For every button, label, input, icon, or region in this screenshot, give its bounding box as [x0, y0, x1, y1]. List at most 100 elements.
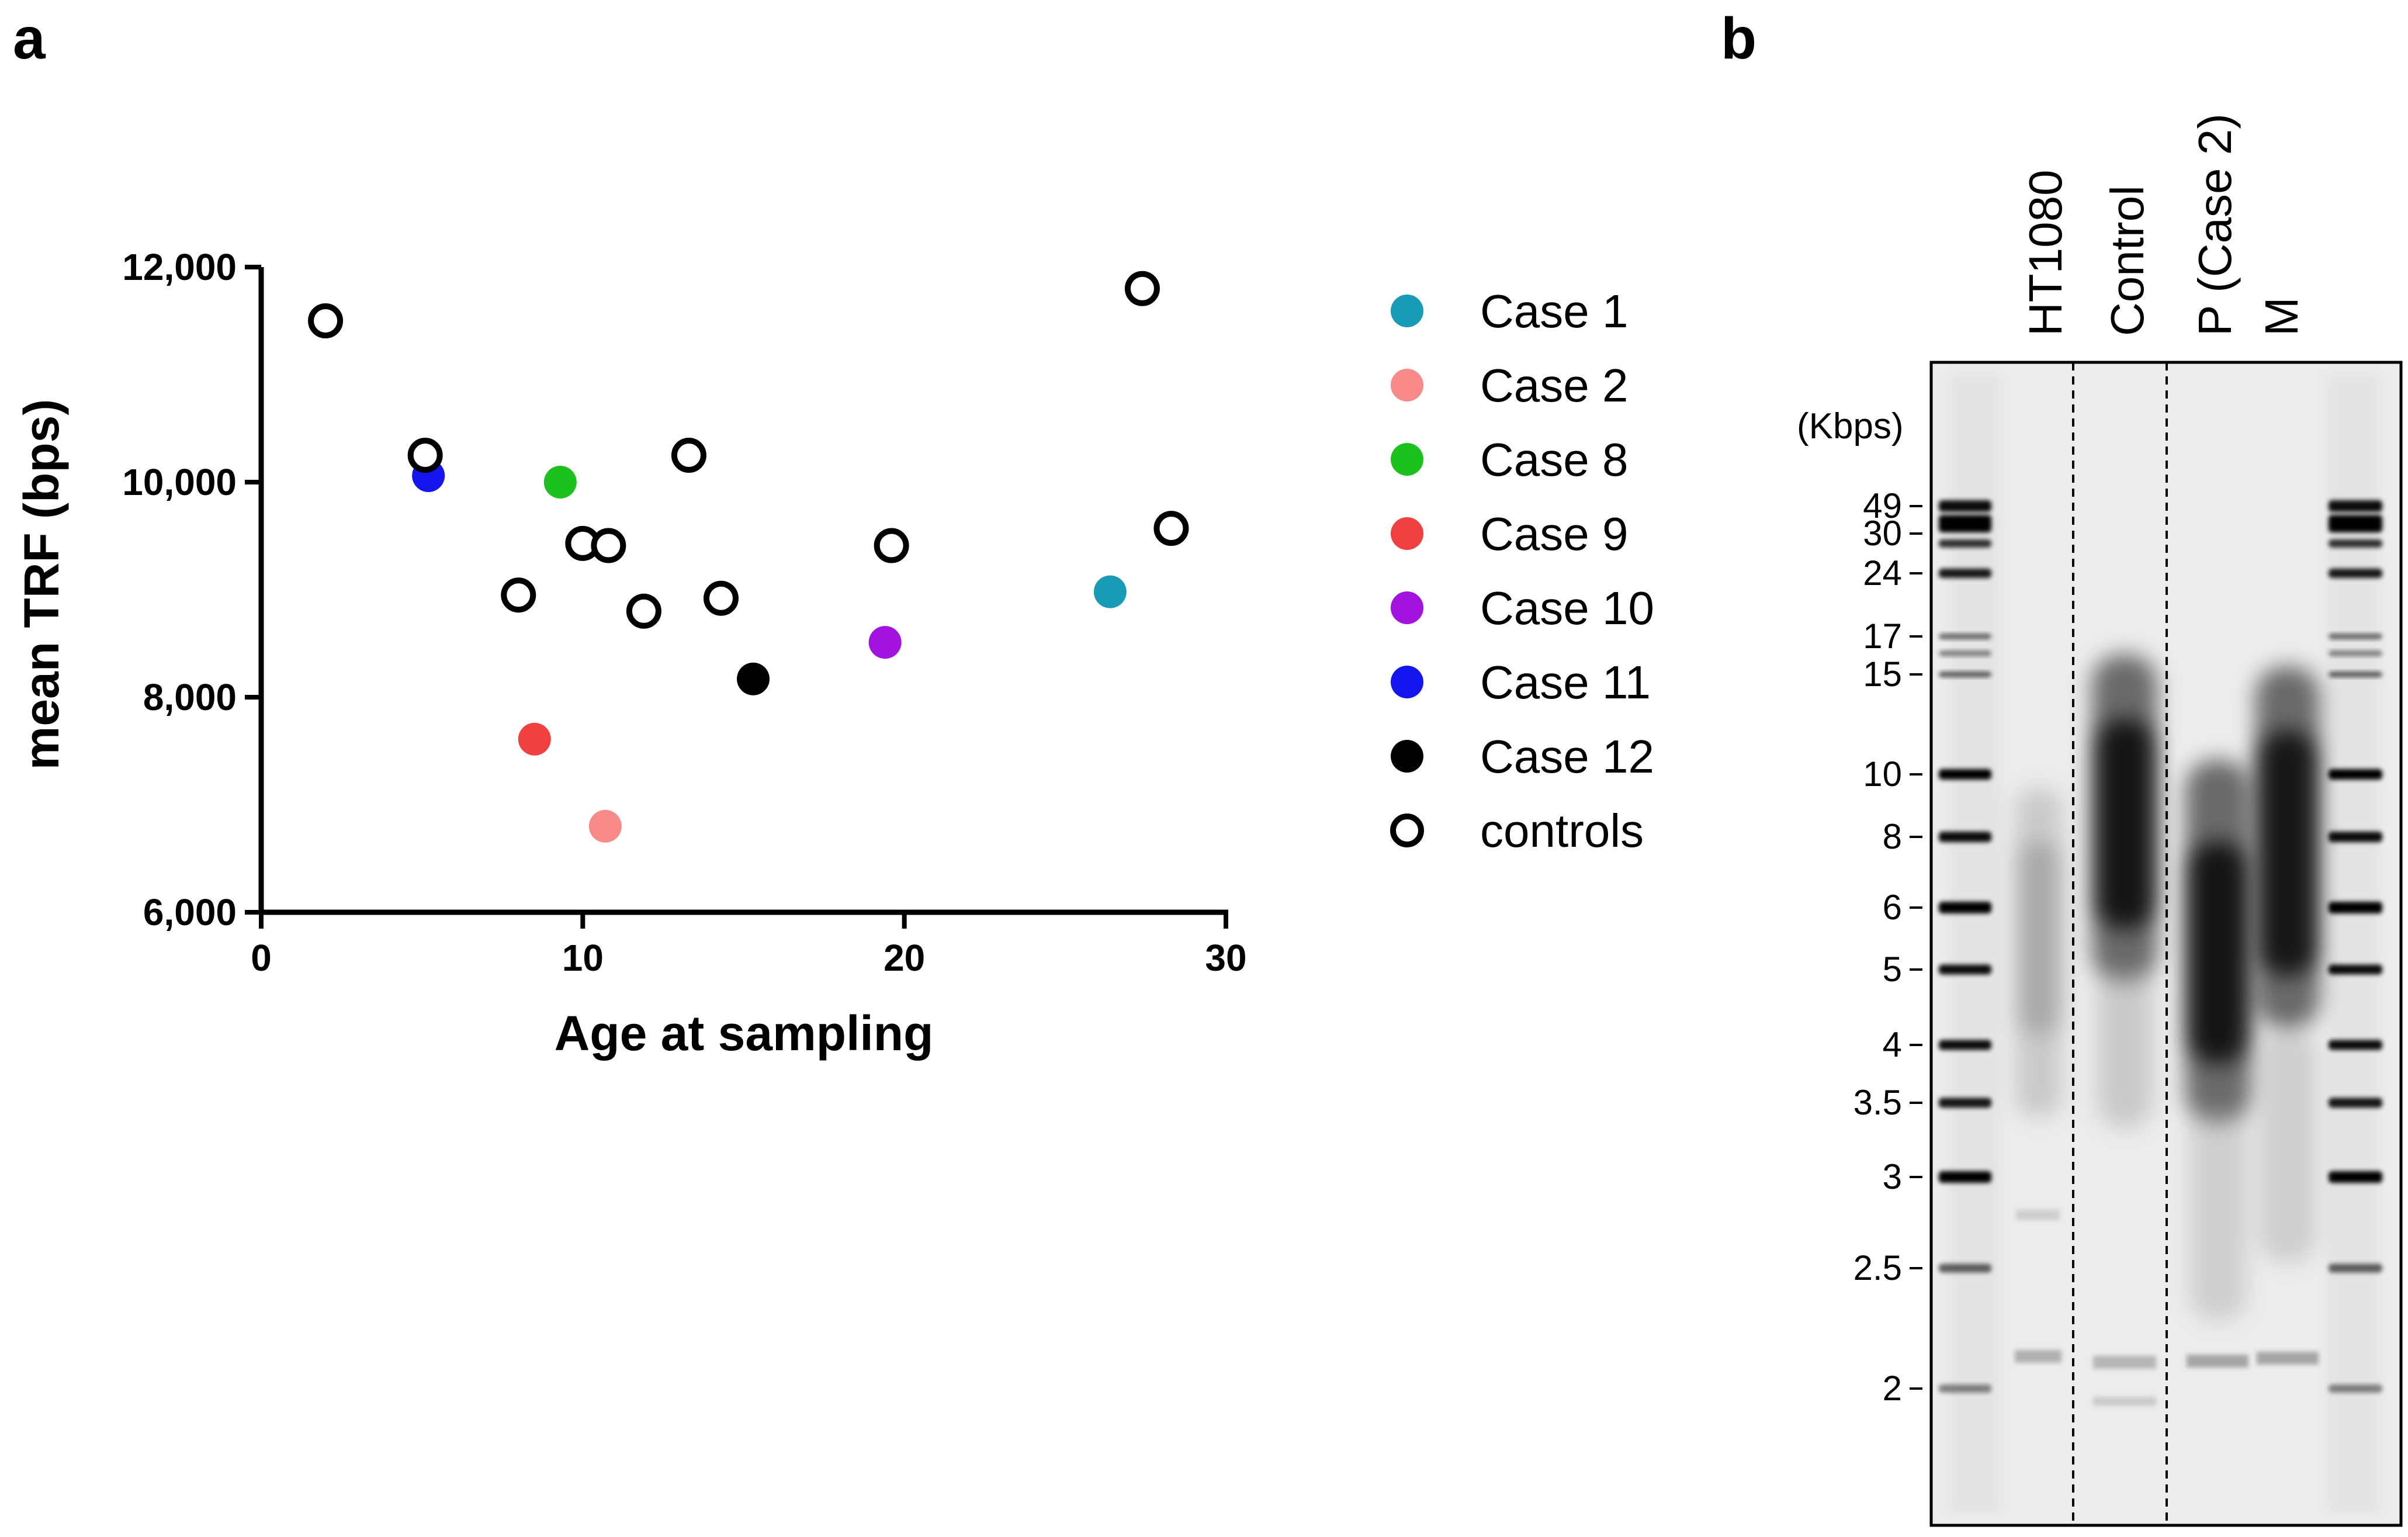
point-controls: [501, 577, 536, 613]
legend-label: Case 8: [1480, 434, 1628, 486]
ladder-left: [1939, 500, 1991, 1393]
size-tick-label: 3.5: [1853, 1083, 1902, 1122]
size-tick-label: 2.5: [1853, 1248, 1902, 1287]
ladder-band: [2329, 1263, 2382, 1273]
legend-marker: [1391, 591, 1423, 624]
size-unit-label: (Kbps): [1797, 406, 1904, 446]
ladder-band: [1939, 671, 1991, 677]
scatter-points: [308, 271, 1189, 843]
lane-patient-smear: [2185, 760, 2251, 1368]
size-tick-label: 8: [1883, 817, 1902, 856]
legend-label: Case 10: [1480, 582, 1654, 634]
point-case-8: [543, 466, 577, 499]
x-tick-label: 20: [883, 937, 925, 979]
legend-label: Case 11: [1480, 656, 1651, 708]
ladder-band: [2329, 671, 2382, 677]
point-case-9: [518, 722, 551, 756]
ladder-band: [1939, 832, 1991, 842]
point-case-12: [737, 662, 770, 695]
scatter-panel: a 6,000 8,000 10,000 12,000 0 10 20 30 Age at s…: [13, 6, 1654, 1061]
y-tick-label: 6,000: [143, 891, 237, 933]
lane-label-mother: M: [2255, 297, 2307, 336]
ladder-band: [2329, 1098, 2382, 1108]
ladder-band: [1939, 515, 1991, 532]
legend-label: Case 2: [1480, 359, 1628, 411]
point-case-1: [1093, 575, 1127, 608]
x-tick-label: 10: [562, 937, 604, 979]
legend-label: Case 12: [1480, 731, 1654, 783]
legend-marker: [1391, 369, 1423, 401]
lane-mother-smear: [2255, 666, 2320, 1365]
lane-label-control: Control: [2101, 185, 2153, 336]
size-tick-label: 3: [1883, 1157, 1902, 1196]
lane-control-smear: [2092, 655, 2157, 1406]
legend-label: Case 9: [1480, 508, 1628, 560]
size-tick-label: 30: [1863, 514, 1902, 553]
ladder-band: [2329, 569, 2382, 578]
point-controls: [874, 528, 909, 563]
ladder-band: [1939, 500, 1991, 512]
point-controls: [308, 303, 344, 338]
legend-marker: [1391, 517, 1423, 550]
point-controls: [1153, 511, 1189, 546]
x-axis-title: Age at sampling: [555, 1006, 934, 1061]
ladder-band: [2329, 769, 2382, 780]
point-controls: [703, 580, 739, 616]
ladder-band: [2329, 1040, 2382, 1050]
ladder-band: [2329, 500, 2382, 512]
point-controls: [591, 528, 626, 563]
ladder-band: [1939, 1384, 1991, 1393]
size-tick-label: 6: [1883, 888, 1902, 927]
ladder-band: [2329, 832, 2382, 842]
point-case-10: [868, 626, 902, 659]
ladder-band: [2329, 515, 2382, 532]
ladder-band: [1939, 769, 1991, 780]
lane-label-ht1080: HT1080: [2019, 169, 2071, 336]
y-tick-label: 12,000: [122, 246, 237, 288]
ladder-band: [1939, 1098, 1991, 1108]
ladder-band: [2329, 634, 2382, 639]
legend-label: Case 1: [1480, 285, 1628, 337]
legend-marker-controls: [1390, 813, 1424, 847]
scatter-axes: 6,000 8,000 10,000 12,000 0 10 20 30: [122, 246, 1246, 979]
ladder-band: [1939, 539, 1991, 548]
point-case-2: [588, 809, 622, 843]
point-controls: [1124, 271, 1160, 306]
panel-a-label: a: [13, 6, 46, 71]
legend-marker: [1391, 443, 1423, 476]
legend-marker: [1391, 666, 1423, 698]
gel-image: [1929, 361, 2403, 1527]
x-tick-label: 0: [251, 937, 272, 979]
size-tick-label: 2: [1883, 1369, 1902, 1408]
ladder-band: [2329, 1384, 2382, 1393]
gel-panel: b (Kbps) HT1080 Control P (Case 2) M 493…: [1721, 6, 2403, 1527]
size-tick-label: 4: [1883, 1025, 1902, 1064]
y-axis-title: mean TRF (bps): [14, 399, 69, 770]
panel-b-label: b: [1721, 6, 1756, 71]
size-tick-label: 15: [1863, 655, 1902, 694]
ladder-band: [2329, 539, 2382, 548]
ladder-band: [1939, 902, 1991, 913]
ladder-right: [2329, 500, 2382, 1393]
legend: Case 1 Case 2 Case 8 Case 9 Case 10 Case 11 Ca…: [1390, 285, 1654, 857]
legend-marker: [1391, 295, 1423, 327]
size-tick-label: 10: [1863, 754, 1902, 794]
y-tick-label: 10,000: [122, 461, 237, 503]
ladder-band: [1939, 1040, 1991, 1050]
ladder-band: [2329, 902, 2382, 913]
size-tick-label: 24: [1863, 553, 1902, 593]
x-tick-label: 30: [1205, 937, 1246, 979]
lane-label-patient: P (Case 2): [2189, 113, 2241, 336]
size-tick-label: 5: [1883, 950, 1902, 989]
legend-marker: [1391, 740, 1423, 773]
ladder-band: [1939, 964, 1991, 975]
ladder-band: [1939, 1263, 1991, 1273]
ladder-band: [1939, 569, 1991, 578]
ladder-band: [1939, 650, 1991, 656]
ladder-band: [2329, 1171, 2382, 1183]
ladder-band: [1939, 634, 1991, 639]
ladder-band: [2329, 964, 2382, 975]
y-tick-label: 8,000: [143, 676, 237, 718]
